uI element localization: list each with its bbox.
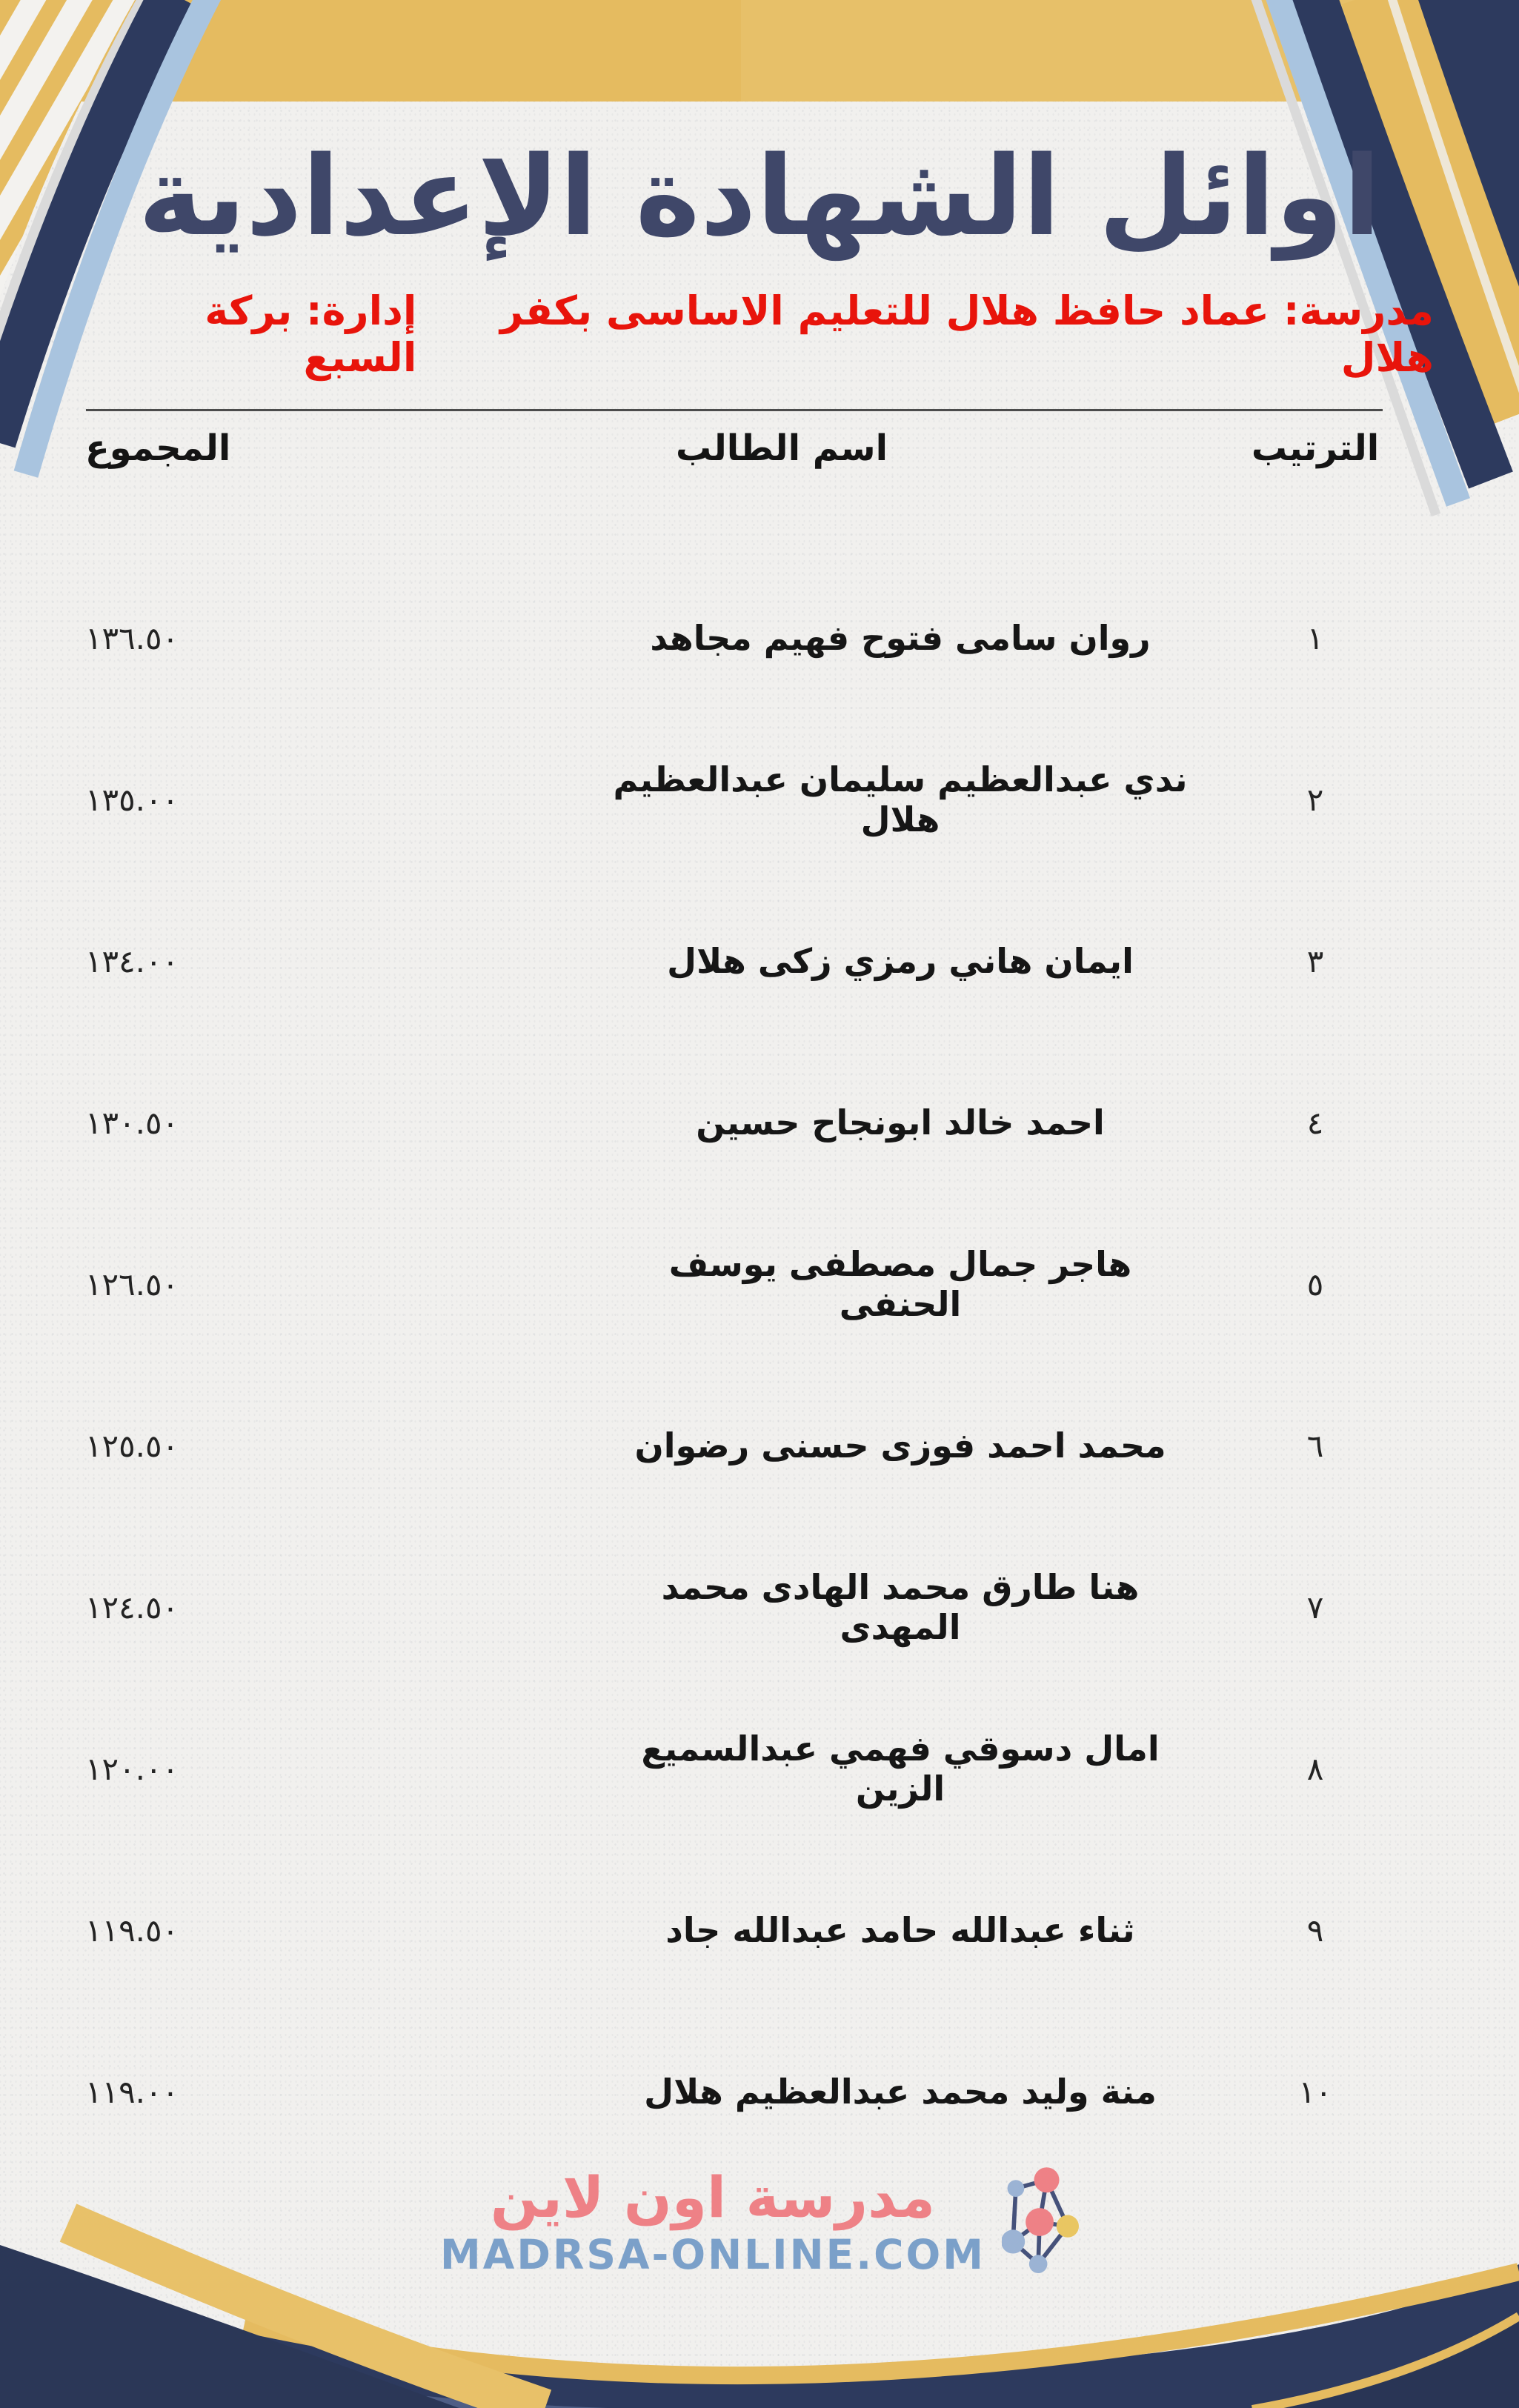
table-row: ٢ ندي عبدالعظيم سليمان عبدالعظيم هلال ١٣… xyxy=(0,719,1519,880)
bottom-navy-wave xyxy=(0,2264,1519,2408)
rank-value: ٤ xyxy=(1306,1104,1324,1141)
total-value: ١١٩.٥٠ xyxy=(85,1912,179,1949)
table-row: ٩ ثناء عبدالله حامد عبدالله جاد ١١٩.٥٠ xyxy=(0,1849,1519,2011)
table-row: ٤ احمد خالد ابونجاح حسين ١٣٠.٥٠ xyxy=(0,1042,1519,1203)
brand-arabic-text: مدرسة اون لاين xyxy=(490,2164,936,2231)
name-header: اسم الطالب xyxy=(675,428,888,469)
total-value: ١٢٤.٥٠ xyxy=(85,1589,179,1626)
total-value: ١٢٦.٥٠ xyxy=(85,1265,179,1303)
top-gold-band xyxy=(0,0,1519,102)
total-value: ١٣٤.٠٠ xyxy=(85,942,179,980)
table-row: ١ روان سامى فتوح فهيم مجاهد ١٣٦.٥٠ xyxy=(0,557,1519,719)
total-value: ١٣٦.٥٠ xyxy=(85,619,179,656)
rank-header: الترتيب xyxy=(1251,428,1380,469)
brand-domain-text: MADRSA-ONLINE.COM xyxy=(440,2230,985,2278)
bottom-gold-swoosh xyxy=(242,2263,1519,2385)
student-name: منة وليد محمد عبدالعظيم هلال xyxy=(644,2072,1157,2112)
rank-value: ٥ xyxy=(1306,1265,1324,1303)
student-name: احمد خالد ابونجاح حسين xyxy=(696,1102,1105,1143)
results-table: الترتيب اسم الطالب المجموع ١ روان سامى ف… xyxy=(0,404,1519,2172)
school-name-label: مدرسة: عماد حافظ هلال للتعليم الاساسى بك… xyxy=(500,287,1434,381)
footer-brand: مدرسة اون لاين MADRSA-ONLINE.COM xyxy=(0,2163,1519,2281)
table-row: ٦ محمد احمد فوزى حسنى رضوان ١٢٥.٥٠ xyxy=(0,1365,1519,1526)
table-row: ٨ امال دسوقي فهمي عبدالسميع الزين ١٢٠.٠٠ xyxy=(0,1688,1519,1849)
student-name: محمد احمد فوزى حسنى رضوان xyxy=(634,1426,1166,1466)
table-row: ١٠ منة وليد محمد عبدالعظيم هلال ١١٩.٠٠ xyxy=(0,2011,1519,2172)
network-graph-icon xyxy=(1001,2167,1079,2274)
rank-value: ٦ xyxy=(1306,1427,1324,1464)
total-value: ١٣٥.٠٠ xyxy=(85,781,179,818)
subtitle-row: مدرسة: عماد حافظ هلال للتعليم الاساسى بك… xyxy=(0,287,1519,381)
student-name: ثناء عبدالله حامد عبدالله جاد xyxy=(665,1910,1135,1950)
total-value: ١٢٠.٠٠ xyxy=(85,1750,179,1787)
rank-value: ٩ xyxy=(1306,1912,1324,1949)
rank-value: ٣ xyxy=(1306,942,1324,980)
student-name: امال دسوقي فهمي عبدالسميع الزين xyxy=(641,1729,1160,1809)
student-name: هنا طارق محمد الهادى محمد المهدى xyxy=(661,1567,1140,1647)
student-name: ايمان هاني رمزي زكى هلال xyxy=(667,941,1134,981)
table-row: ٣ ايمان هاني رمزي زكى هلال ١٣٤.٠٠ xyxy=(0,880,1519,1042)
rank-value: ٨ xyxy=(1306,1750,1324,1787)
total-value: ١٣٠.٥٠ xyxy=(85,1104,179,1141)
table-body: ١ روان سامى فتوح فهيم مجاهد ١٣٦.٥٠ ٢ ندي… xyxy=(0,557,1519,2172)
table-row: ٧ هنا طارق محمد الهادى محمد المهدى ١٢٤.٥… xyxy=(0,1526,1519,1688)
total-value: ١١٩.٠٠ xyxy=(85,2073,179,2110)
rank-value: ١ xyxy=(1306,619,1324,656)
table-header: الترتيب اسم الطالب المجموع xyxy=(0,404,1519,493)
rank-value: ١٠ xyxy=(1298,2073,1332,2110)
total-value: ١٢٥.٥٠ xyxy=(85,1427,179,1464)
student-name: هاجر جمال مصطفى يوسف الحنفى xyxy=(668,1244,1132,1324)
rank-value: ٢ xyxy=(1306,781,1324,818)
total-header: المجموع xyxy=(85,428,231,469)
student-name: ندي عبدالعظيم سليمان عبدالعظيم هلال xyxy=(613,759,1188,839)
header-divider xyxy=(86,409,1383,411)
district-label: إدارة: بركة السبع xyxy=(205,287,417,381)
rank-value: ٧ xyxy=(1306,1589,1324,1626)
page-title: اوائل الشهادة الإعدادية xyxy=(138,133,1381,260)
table-row: ٥ هاجر جمال مصطفى يوسف الحنفى ١٢٦.٥٠ xyxy=(0,1203,1519,1365)
student-name: روان سامى فتوح فهيم مجاهد xyxy=(650,618,1151,658)
